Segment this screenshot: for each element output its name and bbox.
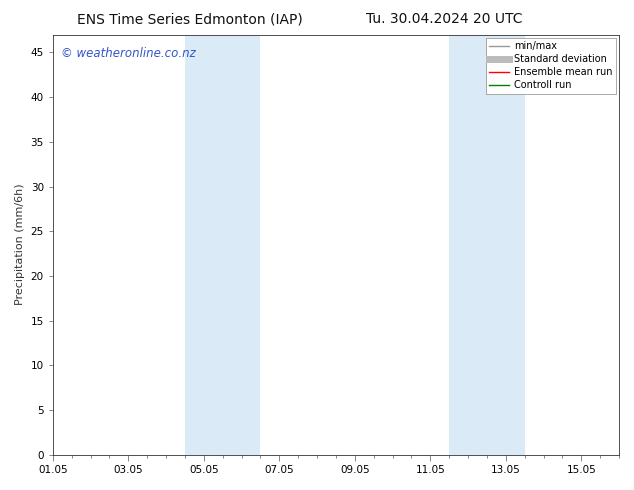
Y-axis label: Precipitation (mm/6h): Precipitation (mm/6h): [15, 184, 25, 305]
Text: Tu. 30.04.2024 20 UTC: Tu. 30.04.2024 20 UTC: [366, 12, 522, 26]
Text: ENS Time Series Edmonton (IAP): ENS Time Series Edmonton (IAP): [77, 12, 303, 26]
Bar: [449, 35, 525, 455]
Legend: min/max, Standard deviation, Ensemble mean run, Controll run: min/max, Standard deviation, Ensemble me…: [486, 38, 616, 94]
Bar: [185, 35, 261, 455]
Text: © weatheronline.co.nz: © weatheronline.co.nz: [61, 47, 196, 60]
